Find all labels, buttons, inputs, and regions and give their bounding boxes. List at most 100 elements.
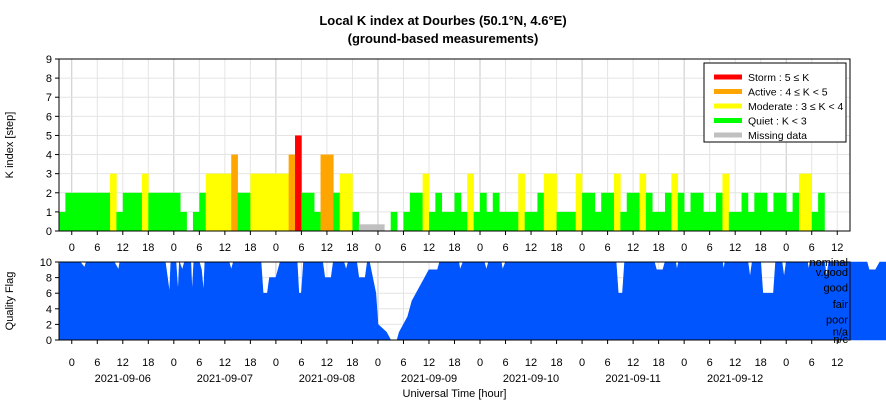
- q-xtick-label: 12: [831, 357, 843, 369]
- k-bar: [467, 173, 474, 231]
- q-xtick-label: 6: [605, 357, 611, 369]
- k-bar: [652, 211, 659, 231]
- k-bar: [626, 192, 634, 231]
- k-xtick-label: 0: [783, 242, 789, 254]
- k-bar: [448, 211, 455, 231]
- k-bar: [728, 211, 736, 231]
- k-bar: [805, 173, 813, 231]
- k-bar: [122, 192, 130, 231]
- k-bar: [543, 173, 551, 231]
- k-bar: [716, 192, 723, 231]
- k-legend-label: Moderate : 3 ≤ K < 4: [748, 101, 844, 113]
- k-bar-missing: [371, 224, 379, 231]
- k-xtick-label: 0: [171, 242, 177, 254]
- q-right-label: nominal: [809, 257, 848, 269]
- k-xtick-label: 12: [525, 242, 537, 254]
- k-xtick-label: 12: [219, 242, 231, 254]
- k-xticks: 0 6 12 18 0 6 12 18 0 6 12 18 0 6 12 18 0 6 12 18 0 6 12 18 0 6 12…: [69, 231, 843, 254]
- k-bar: [231, 154, 238, 231]
- q-xtick-label: 18: [142, 357, 154, 369]
- k-bar: [320, 154, 328, 231]
- k-xtick-label: 12: [423, 242, 435, 254]
- q-right-label: fair: [833, 299, 849, 311]
- k-bar: [97, 192, 104, 231]
- q-ytick-label: 6: [46, 288, 52, 300]
- k-bar: [735, 211, 742, 231]
- k-xtick-label: 0: [375, 242, 381, 254]
- k-bar: [569, 211, 577, 231]
- k-bar: [167, 192, 175, 231]
- k-bar: [346, 173, 353, 231]
- k-bar: [767, 211, 774, 231]
- k-bar: [537, 192, 545, 231]
- q-xtick-label: 12: [525, 357, 537, 369]
- k-ytick-label: 1: [46, 207, 52, 219]
- q-xtick-label: 18: [755, 357, 767, 369]
- q-xtick-label: 0: [681, 357, 687, 369]
- q-xtick-label: 0: [579, 357, 585, 369]
- q-xtick-label: 0: [783, 357, 789, 369]
- k-bar: [161, 192, 168, 231]
- k-bar: [205, 173, 213, 231]
- k-bar: [141, 173, 149, 231]
- q-xtick-label: 6: [502, 357, 508, 369]
- k-bar: [173, 192, 181, 231]
- k-bar: [665, 192, 672, 231]
- k-xtick-label: 6: [605, 242, 611, 254]
- k-ytick-label: 7: [46, 92, 52, 104]
- q-date-label: 2021-09-12: [707, 373, 763, 385]
- k-ytick-label: 5: [46, 130, 52, 142]
- k-bar: [352, 211, 360, 231]
- k-bar: [754, 192, 761, 231]
- q-date-labels: 2021-09-06 2021-09-07 2021-09-08 2021-09-09…: [95, 373, 764, 385]
- k-bar: [212, 173, 219, 231]
- k-bar: [409, 192, 417, 231]
- k-bar: [760, 192, 768, 231]
- k-bar: [773, 192, 781, 231]
- k-bar: [78, 192, 85, 231]
- k-bar: [684, 211, 691, 231]
- k-bar: [645, 192, 653, 231]
- k-bar: [218, 173, 226, 231]
- q-ytick-label: 8: [46, 273, 52, 285]
- q-ytick-label: 0: [46, 335, 52, 347]
- k-ytick-label: 3: [46, 169, 52, 181]
- k-xtick-label: 18: [448, 242, 460, 254]
- q-xtick-label: 12: [729, 357, 741, 369]
- k-bar: [690, 192, 698, 231]
- k-bar: [269, 173, 277, 231]
- k-bar: [256, 173, 264, 231]
- q-ytick-label: 10: [40, 257, 52, 269]
- k-bar: [65, 192, 73, 231]
- q-date-label: 2021-09-10: [503, 373, 559, 385]
- k-bar: [282, 173, 289, 231]
- k-bar-missing: [377, 224, 385, 231]
- k-bar: [480, 192, 487, 231]
- k-bar: [295, 135, 302, 231]
- q-xtick-label: 0: [171, 357, 177, 369]
- k-bar: [594, 211, 602, 231]
- chart-title-line2: (ground-based measurements): [347, 31, 539, 46]
- k-bar: [333, 192, 340, 231]
- k-bar: [148, 192, 155, 231]
- k-bar: [454, 192, 462, 231]
- k-bars: [59, 135, 825, 231]
- q-date-label: 2021-09-07: [197, 373, 253, 385]
- k-bar: [154, 192, 162, 231]
- k-xtick-label: 18: [244, 242, 256, 254]
- k-bar: [703, 211, 710, 231]
- q-xticks: 0 6 12 18 0 6 12 18 0 6 12 18 0 6 12 18 0 6 12 18 0 6 12 18 0 6 12…: [69, 340, 843, 369]
- k-xtick-label: 6: [809, 242, 815, 254]
- q-xtick-label: 0: [69, 357, 75, 369]
- k-bar: [786, 211, 793, 231]
- k-xtick-label: 12: [729, 242, 741, 254]
- q-xtick-label: 6: [94, 357, 100, 369]
- k-xtick-label: 18: [346, 242, 358, 254]
- k-bar: [84, 192, 92, 231]
- k-bar: [250, 173, 258, 231]
- q-ytick-label: 2: [46, 319, 52, 331]
- q-ylabel: Quality Flag: [4, 272, 16, 331]
- k-xtick-label: 6: [707, 242, 713, 254]
- q-xtick-label: 12: [117, 357, 129, 369]
